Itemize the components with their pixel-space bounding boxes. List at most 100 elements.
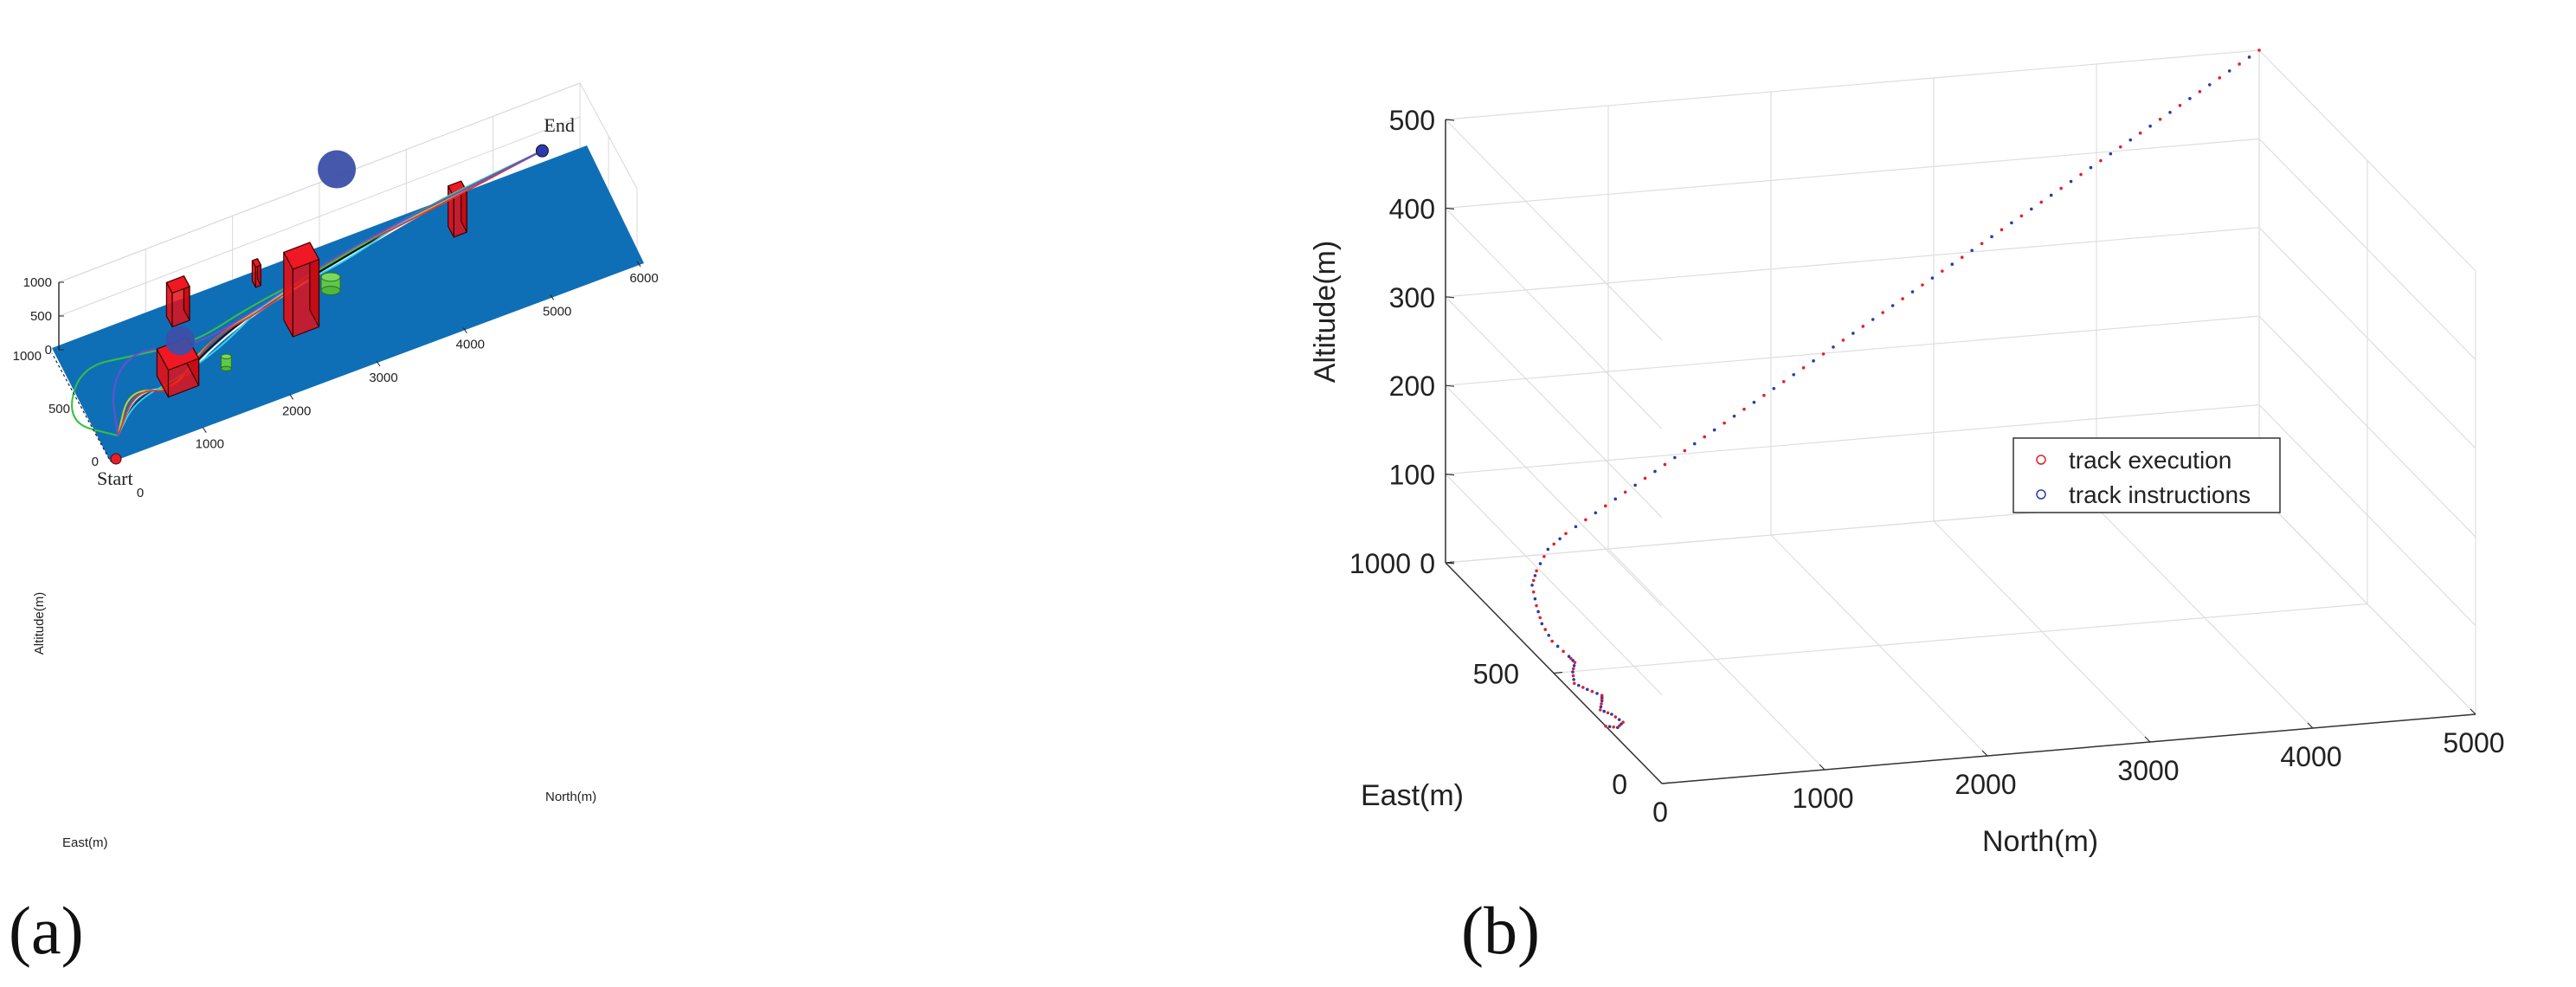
x-tick-label: 3000 (369, 371, 397, 385)
grid-line (1445, 474, 1663, 696)
z-tick-label: 500 (30, 309, 52, 324)
x-tick (1981, 750, 1988, 757)
track-point (2238, 62, 2241, 66)
track-point (2069, 179, 2073, 184)
track-point (2198, 90, 2202, 94)
obstacle-sphere (318, 150, 357, 189)
y-tick (1553, 671, 1563, 674)
track-point (1564, 532, 1568, 536)
track-point (1552, 542, 1555, 546)
track-point (2000, 228, 2004, 232)
y-tick-label: 0 (92, 455, 99, 469)
track-point (1610, 713, 1613, 716)
y-tick-label: 1000 (13, 349, 42, 364)
track-point (1772, 386, 1776, 390)
panel-label-a: (a) (9, 893, 84, 968)
track-point (1812, 359, 1815, 363)
track-point (1742, 407, 1746, 411)
track-point (1762, 393, 1766, 397)
track-point (1571, 674, 1575, 678)
track-point (1890, 304, 1895, 307)
panel-a-x-axis-label: North(m) (545, 790, 596, 804)
z-tick-label: 0 (1420, 548, 1435, 579)
track-point (1970, 248, 1974, 253)
track-point (1533, 597, 1537, 601)
track-point (1603, 504, 1607, 508)
track-point (1530, 584, 1534, 587)
track-point (1581, 686, 1585, 689)
track-point (1562, 649, 1565, 654)
track-point (1600, 702, 1603, 706)
panel-a-z-axis-label: Altitude(m) (32, 592, 47, 655)
track-point (1550, 639, 1554, 643)
track-point (1542, 554, 1546, 558)
track-point (1558, 537, 1562, 541)
track-point (1535, 603, 1538, 608)
track-point (2119, 145, 2122, 149)
track-point (1612, 725, 1615, 729)
track-point (1572, 664, 1576, 668)
x-tick-label: 5000 (543, 304, 571, 319)
track-line (117, 150, 543, 436)
track-point (1533, 574, 1537, 577)
z-tick (1445, 384, 1455, 387)
track-point (1571, 667, 1575, 671)
grid-line (2258, 227, 2476, 449)
track-point (2049, 193, 2053, 197)
x-tick (462, 327, 467, 333)
x-tick (1656, 777, 1663, 784)
grid-line (2258, 315, 2476, 538)
track-point (1531, 578, 1536, 583)
track-point (1576, 683, 1581, 687)
z-tick-label: 500 (1389, 105, 1435, 136)
track-point (2019, 214, 2024, 218)
panel-b-axes: 0 1000 2000 3000 4000 5000 0 500 1000 0 100 200 300 4… (1349, 105, 2505, 828)
z-tick-label: 400 (1389, 193, 1435, 224)
track-line (117, 150, 543, 436)
track-point (1871, 318, 1875, 321)
obstacle-box (447, 180, 468, 238)
track-point (2158, 117, 2162, 121)
cylinder-base (220, 365, 232, 371)
y-tick-label: 500 (1473, 659, 1519, 690)
y-tick-label: 500 (48, 402, 70, 416)
track-point (2099, 158, 2103, 163)
track-point (1538, 562, 1542, 565)
track-point (1643, 476, 1647, 481)
z-tick (1445, 474, 1455, 476)
track-point (2148, 124, 2152, 128)
x-tick-label: 4000 (456, 338, 485, 352)
panel-b-x-axis-label: North(m) (1982, 825, 2098, 858)
grid-line (1445, 315, 2260, 386)
track-point (1841, 339, 1845, 342)
panel-a-tracks (71, 144, 549, 465)
track-point (1941, 269, 1944, 273)
panel-a-ground-plane (52, 145, 644, 462)
cylinder-base (320, 286, 341, 295)
x-tick-label: 6000 (629, 271, 658, 286)
x-tick-label: 1000 (1792, 783, 1853, 814)
track-point (1602, 709, 1606, 713)
track-point (1606, 711, 1610, 715)
track-point (1574, 525, 1578, 529)
z-tick (1445, 207, 1455, 210)
grid-line (1445, 384, 1663, 607)
track-point (1752, 400, 1756, 404)
track-point (2168, 110, 2172, 114)
track-point (1536, 610, 1540, 614)
track-point (2039, 200, 2044, 204)
x-tick-label: 4000 (2280, 741, 2341, 772)
track-point (1613, 497, 1618, 501)
grid-line (2258, 493, 2476, 715)
legend-marker-track-instructions (2036, 489, 2046, 500)
track-point (2089, 165, 2093, 170)
z-tick (1445, 296, 1455, 299)
obstacle-sphere (165, 326, 196, 356)
track-point (1732, 414, 1736, 418)
z-tick-label: 200 (1389, 371, 1435, 402)
track-point (1535, 569, 1538, 573)
track-point (2059, 186, 2063, 190)
track-point (1623, 490, 1627, 494)
track-point (1703, 435, 1706, 439)
track-point (1950, 262, 1955, 267)
